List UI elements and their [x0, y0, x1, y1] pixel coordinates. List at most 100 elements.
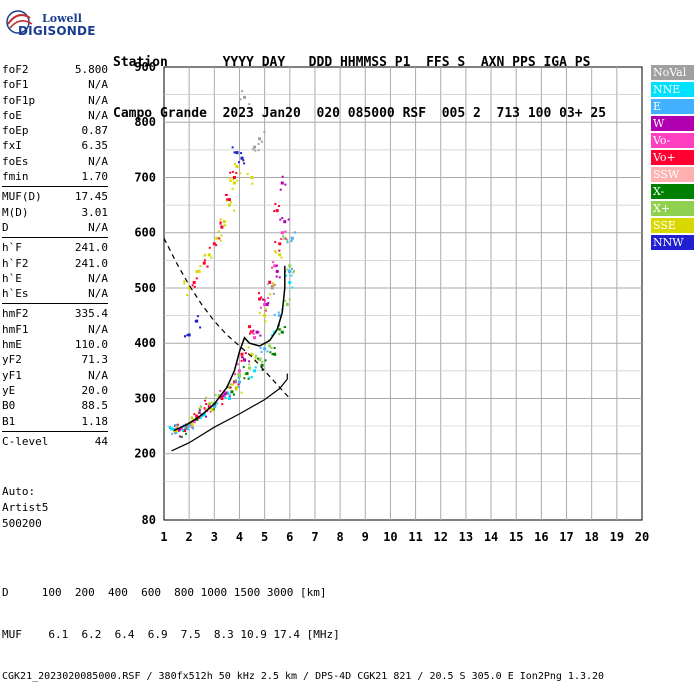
echo-point — [229, 179, 232, 182]
echo-point — [241, 90, 244, 93]
param-value: 6.35 — [81, 139, 109, 153]
param-value: N/A — [88, 154, 108, 168]
echo-point — [212, 405, 216, 409]
echo-point — [227, 198, 231, 202]
x-tick-label: 19 — [610, 530, 624, 544]
echo-point — [222, 220, 226, 224]
scaled-parameters: foF2 5.800 foF1 N/A foF1p N/A foE N/A foEp 0.87 fx… — [2, 62, 108, 449]
echo-point — [202, 412, 206, 416]
echo-point — [263, 314, 267, 318]
echo-point — [205, 396, 208, 399]
echo-point — [193, 413, 196, 416]
echo-point — [284, 326, 287, 329]
echo-point — [263, 300, 266, 303]
echo-point — [228, 393, 231, 396]
echo-point — [224, 224, 227, 227]
echo-point — [263, 303, 267, 307]
param-value: 241.0 — [74, 256, 108, 270]
echo-point — [273, 352, 277, 356]
param-value: 241.0 — [74, 241, 108, 255]
echo-point — [258, 311, 261, 314]
echo-point — [254, 354, 257, 357]
echo-point — [252, 332, 255, 335]
echo-point — [212, 242, 216, 246]
echo-point — [244, 359, 247, 362]
param-row: foEp 0.87 — [2, 123, 108, 138]
echo-point — [290, 274, 293, 277]
echo-point — [264, 343, 267, 346]
param-name: h`F2 — [2, 256, 29, 270]
logo-globe-icon — [6, 10, 33, 34]
echo-point — [221, 396, 224, 399]
y-tick-label: 300 — [134, 391, 156, 405]
echo-point — [215, 236, 219, 240]
x-tick-label: 5 — [261, 530, 268, 544]
echo-point — [287, 218, 290, 221]
legend-item: E — [651, 99, 694, 114]
param-value: 110.0 — [74, 338, 108, 352]
echo-point — [232, 178, 235, 181]
echo-point — [242, 366, 245, 369]
echo-point — [212, 409, 215, 412]
header-labels: Station YYYY DAY DDD HHMMSS P1 FFS S AXN… — [113, 55, 591, 70]
echo-point — [293, 269, 296, 272]
echo-point — [275, 209, 279, 213]
echo-point — [237, 377, 240, 380]
x-tick-label: 3 — [211, 530, 218, 544]
param-name: fmin — [2, 170, 29, 184]
echo-point — [183, 427, 186, 430]
echo-point — [175, 425, 178, 428]
param-name: foE — [2, 108, 22, 122]
echo-point — [181, 429, 184, 432]
param-separator — [2, 237, 108, 239]
param-name: foF1p — [2, 93, 36, 107]
echo-point — [208, 402, 211, 405]
echo-point — [193, 285, 196, 288]
echo-point — [285, 302, 288, 305]
param-name: foEp — [2, 124, 29, 138]
echo-point — [197, 269, 201, 273]
echo-point — [184, 432, 187, 435]
echo-point — [183, 335, 186, 338]
echo-point — [199, 406, 202, 409]
echo-point — [253, 145, 257, 149]
echo-point — [187, 286, 191, 290]
polarization-legend: NoVal NNE E W Vo- Vo+ SSW X- X+ SSE NNW — [651, 65, 694, 252]
header-values: Campo Grande 2023 Jan20 020 085000 RSF 0… — [113, 106, 607, 121]
echo-point — [229, 386, 232, 389]
echo-point — [290, 240, 293, 243]
echo-point — [272, 281, 275, 284]
echo-point — [286, 241, 289, 244]
param-name: yE — [2, 383, 16, 397]
echo-point — [248, 103, 251, 106]
echo-point — [258, 292, 261, 295]
echo-point — [180, 435, 183, 438]
param-row: fxI 6.35 — [2, 138, 108, 153]
echo-point — [286, 239, 289, 242]
echo-point — [273, 264, 277, 268]
auto-version: 500200 — [2, 517, 42, 530]
param-name: hmF2 — [2, 307, 29, 321]
echo-point — [263, 130, 266, 133]
echo-point — [175, 426, 178, 429]
echo-point — [195, 277, 198, 280]
echo-point — [192, 420, 196, 424]
echo-point — [285, 274, 288, 277]
echo-point — [173, 430, 176, 433]
logo-line1: Lowell — [42, 12, 82, 25]
param-name: h`Es — [2, 287, 29, 301]
echo-point — [280, 256, 283, 259]
echo-point — [237, 380, 241, 384]
echo-point — [258, 297, 262, 301]
echo-point — [281, 235, 284, 238]
echo-point — [256, 357, 259, 360]
echo-point — [191, 284, 194, 287]
param-row: B0 88.5 — [2, 398, 108, 413]
echo-point — [251, 331, 254, 334]
echo-point — [291, 286, 294, 289]
echo-point — [238, 386, 241, 389]
param-name: D — [2, 220, 9, 234]
echo-point — [275, 269, 279, 273]
echo-point — [263, 298, 266, 301]
echo-point — [235, 379, 238, 382]
